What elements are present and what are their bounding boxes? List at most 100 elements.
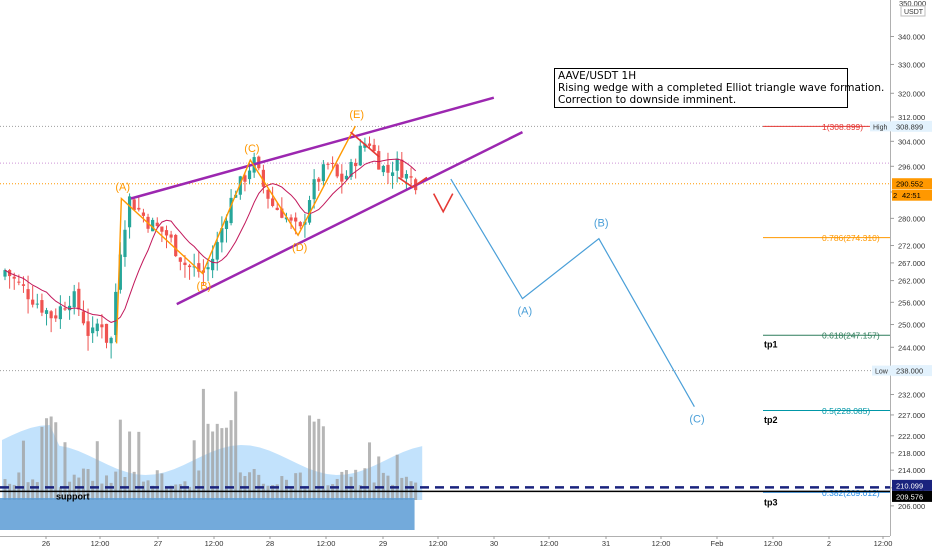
volume-bar (160, 473, 164, 500)
volume-bar (363, 468, 367, 500)
price-tick-label: 218.000 (898, 449, 925, 458)
volume-bar (206, 423, 210, 500)
volume-bar (284, 479, 288, 500)
volume-bar (224, 427, 228, 500)
candle-body (280, 208, 284, 218)
volume-bar (400, 477, 404, 500)
price-tick-label: 250.000 (898, 321, 925, 330)
candle-body (118, 254, 122, 290)
currency-badge (900, 5, 926, 17)
candle-body (164, 230, 169, 236)
breakdown-arrow-head (397, 176, 428, 189)
projected-wave-path (450, 178, 695, 408)
candle-body (224, 220, 229, 230)
candle-body (284, 217, 289, 220)
candle-body (81, 311, 86, 324)
elliott-wave-path (115, 125, 356, 344)
time-tick-label: 29 (379, 539, 387, 548)
volume-bar (21, 440, 25, 500)
volume-bar (294, 473, 298, 500)
support-a-tag-text: 210.099 (896, 481, 923, 490)
projected-label-b: (B) (594, 218, 609, 230)
candle-body (95, 323, 99, 332)
time-tick-label: 12:00 (91, 539, 110, 548)
volume-bar (275, 484, 279, 500)
volume-bar (63, 442, 67, 500)
volume-bar (86, 469, 90, 500)
candle-body (114, 291, 118, 336)
high-caption: High (873, 124, 888, 131)
support-label: support (56, 491, 90, 501)
price-tick-label: 214.000 (898, 466, 925, 475)
low-caption-bg (872, 365, 892, 376)
analysis-note[interactable]: AAVE/USDT 1H Rising wedge with a complet… (554, 68, 885, 108)
price-tick-label: 267.000 (898, 259, 925, 268)
low-caption: Low (875, 369, 889, 376)
volume-bar (386, 475, 390, 500)
candle-body (409, 176, 413, 178)
candle-body (17, 281, 21, 283)
candle-body (151, 219, 155, 232)
wave-label-d: (D) (292, 242, 307, 254)
candle-body (390, 172, 395, 176)
candle-body (215, 242, 219, 260)
volume-bar (192, 440, 196, 500)
time-tick-label: 12:00 (652, 539, 671, 548)
volume-bar (77, 477, 81, 500)
candle-body (160, 226, 164, 232)
time-tick-label: 28 (266, 539, 274, 548)
price-tick-label: 280.000 (898, 214, 925, 223)
volume-bar (95, 441, 99, 500)
time-tick-label: 30 (490, 539, 498, 548)
time-tick-label: 2 (827, 539, 831, 548)
note-line-2: Correction to downside imminent. (558, 94, 737, 106)
volume-bar (151, 485, 155, 500)
volume-bar (12, 484, 16, 500)
candle-body (187, 265, 192, 268)
candle-body (58, 306, 62, 320)
volume-bar (45, 418, 49, 500)
candle-body (104, 323, 109, 343)
fib-label-0-618: 0.618(247.157) (822, 331, 880, 341)
candle-body (86, 321, 90, 336)
price-tick-label: 256.000 (898, 298, 925, 307)
volume-bar (354, 469, 358, 500)
volume-bar (312, 421, 316, 500)
candle-body (266, 189, 270, 199)
candle-body (363, 143, 367, 148)
candle-body (178, 257, 182, 262)
candle-body (386, 164, 390, 173)
time-tick-label: 12:00 (429, 539, 448, 548)
candle-body (275, 207, 279, 210)
price-tick-label: 296.000 (898, 162, 925, 171)
candle-body (91, 327, 95, 334)
candle-body (307, 200, 312, 223)
volume-bar (114, 471, 118, 500)
volume-bar (188, 486, 192, 500)
price-tick-label: 340.000 (898, 32, 925, 41)
volume-bar (54, 422, 58, 500)
candle-body (44, 310, 49, 314)
candle-body (211, 258, 215, 271)
candle-body (220, 228, 224, 243)
candle-body (344, 175, 349, 180)
candle-body (3, 270, 7, 277)
note-line-1: Rising wedge with a completed Elliot tri… (558, 82, 885, 94)
price-tick-label: 244.000 (898, 343, 925, 352)
candle-body (174, 234, 178, 257)
fib-label-0-5: 0.5(228.085) (822, 406, 870, 416)
wave-label-c: (C) (244, 143, 259, 155)
candle-body (381, 165, 385, 173)
candle-body (261, 169, 265, 187)
price-tick-label: 312.000 (898, 113, 925, 122)
candle-body (31, 299, 35, 305)
volume-bar (266, 485, 270, 500)
volume-bar (211, 431, 215, 500)
candle-body (206, 267, 210, 270)
candle-body (40, 300, 44, 313)
last-price-tag-text: 290.552 (896, 180, 923, 189)
volume-bar (303, 486, 307, 500)
volume-bar (174, 484, 178, 500)
candle-body (354, 162, 358, 167)
time-axis-background (0, 536, 932, 550)
